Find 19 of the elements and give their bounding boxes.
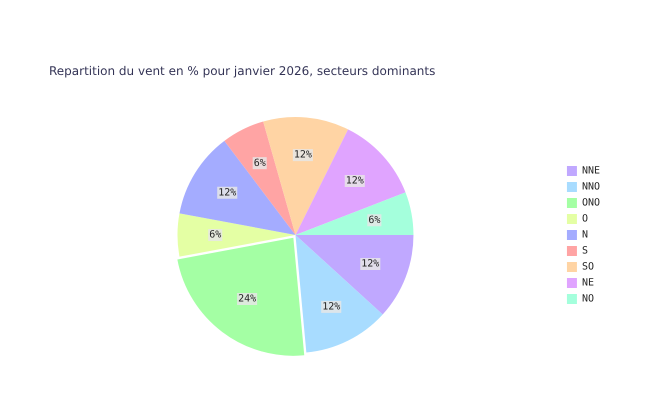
- data-label: 24%: [238, 294, 256, 305]
- data-label: 12%: [361, 258, 380, 270]
- data-label: 12%: [218, 187, 236, 198]
- data-label: 12%: [322, 301, 340, 312]
- data-label: 6%: [368, 214, 380, 226]
- data-label: 6%: [209, 230, 222, 241]
- data-label: 6%: [254, 158, 266, 169]
- legend-label: NE: [582, 278, 594, 289]
- legend-label: NNE: [582, 166, 600, 177]
- legend-label: O: [582, 214, 588, 225]
- legend-label: ONO: [582, 198, 600, 209]
- legend-label: NNO: [582, 182, 600, 193]
- data-label: 12%: [294, 150, 312, 161]
- chart-title: Repartition du vent en % pour janvier 2026, secteurs dominants: [49, 64, 436, 78]
- legend-label: S: [582, 246, 588, 257]
- legend-label: NO: [582, 294, 594, 305]
- legend-label: SO: [582, 262, 594, 273]
- data-label: 12%: [346, 176, 364, 187]
- legend-label: N: [582, 230, 588, 241]
